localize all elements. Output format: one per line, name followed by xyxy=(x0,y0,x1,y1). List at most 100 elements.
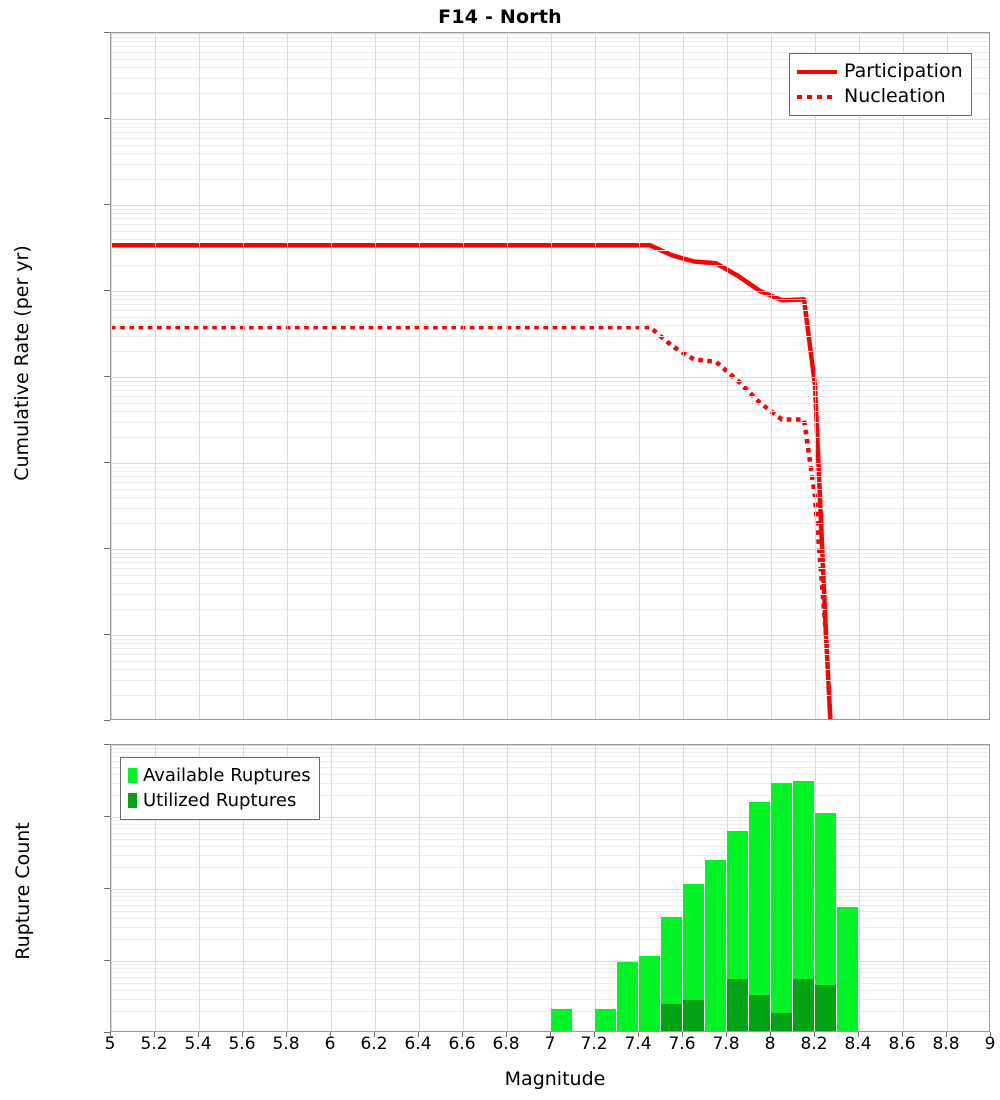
legend-item-utilized: Utilized Ruptures xyxy=(128,788,311,813)
gridline-horizontal xyxy=(111,568,989,570)
gridline-horizontal xyxy=(111,41,989,43)
gridline-horizontal xyxy=(111,179,989,181)
x-tick: 6.8 xyxy=(492,1034,520,1054)
gridline-horizontal xyxy=(111,643,989,645)
gridline-horizontal xyxy=(111,482,989,484)
gridline-horizontal xyxy=(111,745,989,746)
gridline-horizontal xyxy=(111,695,989,697)
gridline-horizontal xyxy=(111,820,989,822)
gridline-vertical xyxy=(111,745,112,1031)
mfd-curves xyxy=(111,243,833,719)
gridline-horizontal xyxy=(111,766,989,768)
gridline-horizontal xyxy=(111,351,989,353)
gridline-horizontal xyxy=(111,77,989,79)
tick-mark xyxy=(330,1032,331,1037)
gridline-horizontal xyxy=(111,939,989,941)
tick-mark xyxy=(110,1032,111,1037)
gridline-horizontal xyxy=(111,36,989,38)
gridline-horizontal xyxy=(111,964,989,966)
gridline-horizontal xyxy=(111,299,989,301)
histogram-bar xyxy=(551,1009,572,1031)
x-tick: 6.4 xyxy=(404,1034,432,1054)
gridline-horizontal xyxy=(111,660,989,662)
grid-bottom xyxy=(111,745,989,1031)
gridline-horizontal xyxy=(111,967,989,969)
gridline-vertical xyxy=(155,745,156,1031)
tick-mark xyxy=(770,1032,771,1037)
gridline-horizontal xyxy=(111,832,989,834)
page-title: F14 - North xyxy=(438,6,562,28)
tick-mark xyxy=(990,1032,991,1037)
histogram-bar xyxy=(617,962,638,1031)
tick-mark xyxy=(506,1032,507,1037)
tick-mark xyxy=(104,720,110,721)
tick-mark xyxy=(682,1032,683,1037)
utilized-color-swatch-icon xyxy=(128,793,137,808)
histogram-bar xyxy=(639,956,660,1031)
gridline-horizontal xyxy=(111,385,989,387)
tick-mark xyxy=(104,118,110,119)
gridline-vertical xyxy=(639,33,640,719)
gridline-horizontal xyxy=(111,679,989,681)
gridline-vertical xyxy=(551,745,552,1031)
gridline-horizontal xyxy=(111,377,989,378)
gridline-horizontal xyxy=(111,325,989,327)
gridline-horizontal xyxy=(111,760,989,762)
gridline-vertical xyxy=(375,745,376,1031)
gridline-horizontal xyxy=(111,854,989,856)
legend-ruptures: Available Ruptures Utilized Ruptures xyxy=(120,757,320,820)
x-tick: 5.2 xyxy=(140,1034,168,1054)
gridline-horizontal xyxy=(111,291,989,292)
gridline-horizontal xyxy=(111,230,989,232)
tick-mark xyxy=(902,1032,903,1037)
gridline-vertical xyxy=(463,33,464,719)
legend-label-utilized: Utilized Ruptures xyxy=(143,789,297,811)
gridline-horizontal xyxy=(111,402,989,404)
tick-mark xyxy=(594,1032,595,1037)
gridline-vertical xyxy=(287,745,288,1031)
gridline-horizontal xyxy=(111,895,989,897)
gridline-horizontal xyxy=(111,335,989,337)
gridline-horizontal xyxy=(111,795,989,797)
gridline-horizontal xyxy=(111,380,989,382)
gridline-vertical xyxy=(683,33,684,719)
curve-nucleation xyxy=(111,324,833,719)
gridline-horizontal xyxy=(111,466,989,468)
gridline-vertical xyxy=(463,745,464,1031)
histogram-bar-utilized xyxy=(683,999,704,1031)
legend-label-nucleation: Nucleation xyxy=(844,85,946,107)
x-tick: 8.8 xyxy=(932,1034,960,1054)
tick-mark xyxy=(462,1032,463,1037)
gridline-horizontal xyxy=(111,488,989,490)
histogram-bar-utilized xyxy=(793,979,814,1031)
gridline-vertical xyxy=(551,33,552,719)
dotted-line-swatch-icon xyxy=(797,94,837,99)
gridline-horizontal xyxy=(111,205,989,206)
gridline-horizontal xyxy=(111,648,989,650)
x-tick: 9 xyxy=(984,1034,996,1054)
gridline-horizontal xyxy=(111,463,989,464)
x-tick: 7.2 xyxy=(580,1034,608,1054)
x-tick: 6.6 xyxy=(448,1034,476,1054)
x-tick: 5.8 xyxy=(272,1034,300,1054)
gridline-horizontal xyxy=(111,138,989,140)
gridline-horizontal xyxy=(111,552,989,554)
tick-mark xyxy=(242,1032,243,1037)
gridline-horizontal xyxy=(111,249,989,251)
gridline-vertical xyxy=(903,745,904,1031)
gridline-horizontal xyxy=(111,316,989,318)
solid-line-swatch-icon xyxy=(797,69,837,74)
histogram-bar-utilized xyxy=(771,1012,792,1031)
gridline-vertical xyxy=(595,745,596,1031)
gridline-horizontal xyxy=(111,635,989,636)
legend-item-participation: Participation xyxy=(797,59,963,84)
histogram-bar-utilized xyxy=(661,1003,682,1031)
tick-mark xyxy=(104,290,110,291)
gridline-horizontal xyxy=(111,58,989,60)
tick-mark xyxy=(638,1032,639,1037)
gridline-horizontal xyxy=(111,265,989,267)
gridline-vertical xyxy=(595,33,596,719)
gridline-horizontal xyxy=(111,396,989,398)
x-tick: 8 xyxy=(764,1034,776,1054)
